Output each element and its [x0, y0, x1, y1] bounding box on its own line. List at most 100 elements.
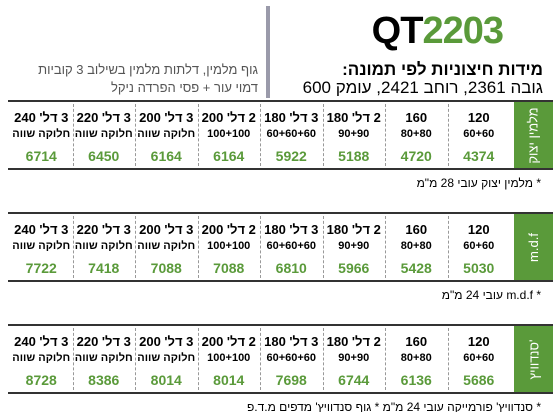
price: 5686	[463, 372, 495, 388]
separator	[447, 328, 449, 390]
side-label-text: m.d.f	[526, 232, 541, 262]
price: 7088	[150, 260, 182, 276]
price: 4374	[463, 148, 495, 164]
column-header: 160	[405, 334, 428, 349]
note: * סנדוויץ' פורמייקה עובי 24 מ"מ * גוף סנ…	[246, 400, 541, 412]
column-header: 3 דל' 200	[139, 334, 194, 349]
separator	[135, 216, 136, 278]
column-subheader: 90+90	[338, 352, 370, 364]
separator	[72, 104, 74, 166]
side-label-text: סנדוויץ'	[526, 339, 541, 379]
rule	[8, 392, 553, 394]
column-subheader: 60+60	[463, 240, 495, 252]
rule	[8, 168, 553, 170]
materials: דמוי עור + פסי הפרדה ניקל	[110, 80, 258, 95]
title-number: 2203	[422, 10, 504, 52]
price: 5030	[463, 260, 495, 276]
column-subheader: חלוקה שווה	[137, 240, 196, 252]
column-subheader: 80+80	[400, 240, 432, 252]
price: 6714	[25, 148, 57, 164]
column-subheader: חלוקה שווה	[74, 128, 133, 140]
column-subheader: 90+90	[338, 128, 370, 140]
column-header: 3 דל' 220	[76, 334, 131, 349]
separator	[197, 328, 199, 390]
column-header: 3 דל' 200	[139, 222, 194, 237]
price: 8014	[150, 372, 182, 388]
column-subheader: 100+100	[207, 352, 251, 364]
price: 7088	[213, 260, 245, 276]
materials: גוף מלמין, דלתות מלמין בשילוב 3 קוביות	[38, 62, 258, 77]
column-subheader: 100+100	[207, 240, 251, 252]
column-subheader: 60+60+60	[266, 352, 317, 364]
column-header: 2 דל' 180	[326, 110, 381, 125]
note: * מלמין יצוק עובי 28 מ"מ	[416, 176, 541, 190]
price: 6136	[400, 372, 432, 388]
column-subheader: 80+80	[400, 128, 432, 140]
separator	[260, 216, 261, 278]
side-label: מלמין יצוק	[514, 102, 553, 168]
separator	[385, 104, 386, 166]
rule	[8, 100, 553, 102]
separator	[385, 328, 386, 390]
dimensions-label: מידות חיצוניות לפי תמונה:	[342, 60, 543, 79]
column-subheader: חלוקה שווה	[12, 240, 71, 252]
price: 8014	[213, 372, 245, 388]
column-subheader: חלוקה שווה	[12, 352, 71, 364]
price: 6164	[213, 148, 245, 164]
column-subheader: חלוקה שווה	[12, 128, 71, 140]
separator	[72, 216, 74, 278]
side-label-text: מלמין יצוק	[526, 106, 542, 164]
column-subheader: 60+60	[463, 128, 495, 140]
note: * m.d.f עובי 24 מ"מ	[441, 288, 541, 302]
column-subheader: 100+100	[207, 128, 251, 140]
column-header: 3 דל' 240	[14, 334, 69, 349]
column-subheader: 60+60+60	[266, 240, 317, 252]
price: 4720	[400, 148, 432, 164]
column-header: 2 דל' 180	[326, 334, 381, 349]
column-header: 120	[467, 222, 490, 237]
separator	[197, 104, 199, 166]
column-header: 3 דל' 240	[14, 222, 69, 237]
side-label: m.d.f	[514, 214, 553, 280]
price: 6450	[88, 148, 120, 164]
column-header: 2 דל' 200	[201, 110, 256, 125]
column-subheader: חלוקה שווה	[137, 128, 196, 140]
column-header: 3 דל' 180	[264, 222, 319, 237]
column-subheader: 90+90	[338, 240, 370, 252]
title-prefix: QT	[371, 10, 424, 52]
title: QT2203	[371, 10, 504, 53]
column-subheader: 60+60	[463, 352, 495, 364]
column-header: 2 דל' 200	[201, 222, 256, 237]
price: 8728	[25, 372, 57, 388]
dimensions: גובה 2361, רוחב 2421, עומק 600	[302, 78, 543, 97]
column-subheader: 60+60+60	[266, 128, 317, 140]
price: 7418	[88, 260, 120, 276]
separator	[260, 104, 261, 166]
separator	[385, 216, 386, 278]
price: 6744	[338, 372, 370, 388]
separator	[197, 216, 199, 278]
separator	[322, 328, 324, 390]
column-subheader: 80+80	[400, 352, 432, 364]
separator	[447, 104, 449, 166]
price: 6810	[275, 260, 307, 276]
column-header: 3 דל' 180	[264, 110, 319, 125]
price: 5922	[275, 148, 307, 164]
column-header: 2 דל' 200	[201, 334, 256, 349]
column-subheader: חלוקה שווה	[137, 352, 196, 364]
column-header: 160	[405, 222, 428, 237]
column-header: 3 דל' 200	[139, 110, 194, 125]
separator	[322, 216, 324, 278]
column-header: 3 דל' 180	[264, 334, 319, 349]
rule	[8, 212, 553, 214]
column-subheader: חלוקה שווה	[74, 240, 133, 252]
price: 8386	[88, 372, 120, 388]
column-header: 120	[467, 110, 490, 125]
column-header: 3 דל' 220	[76, 110, 131, 125]
price: 7698	[275, 372, 307, 388]
price: 5966	[338, 260, 370, 276]
column-header: 160	[405, 110, 428, 125]
column-header: 120	[467, 334, 490, 349]
side-label: סנדוויץ'	[514, 326, 553, 392]
